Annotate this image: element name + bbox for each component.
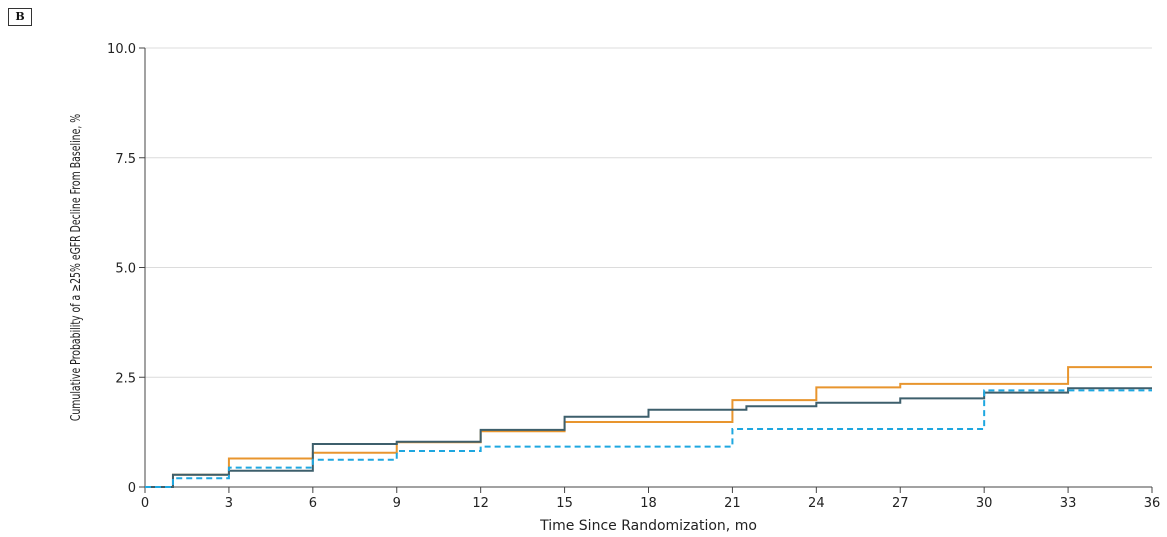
- series-line-2: [145, 387, 1152, 488]
- series-group: [145, 366, 1152, 488]
- x-tick-label: 0: [141, 496, 149, 511]
- x-tick-label: 33: [1060, 496, 1077, 511]
- panel-label: B: [8, 8, 32, 26]
- x-tick-label: 27: [892, 496, 909, 511]
- x-tick-label: 18: [640, 496, 657, 511]
- gridlines: [145, 47, 1152, 378]
- tick-labels: 02.55.07.510.00 3 6 9 12 15 18 21 24 27 30 33 36: [107, 42, 1160, 511]
- x-axis-title: Time Since Randomization, mo: [539, 518, 757, 534]
- x-tick-label: 30: [976, 496, 993, 511]
- x-tick-label: 21: [724, 496, 741, 511]
- series-line-1: [145, 366, 1152, 488]
- x-tick-label: 15: [556, 496, 573, 511]
- x-tick-label: 24: [808, 496, 825, 511]
- axes: [139, 47, 1153, 493]
- y-tick-label: 10.0: [107, 42, 136, 57]
- x-tick-label: 3: [225, 496, 233, 511]
- x-tick-label: 36: [1144, 496, 1161, 511]
- x-tick-label: 9: [393, 496, 401, 511]
- x-tick-label: 12: [472, 496, 489, 511]
- y-axis-title: Cumulative Probability of a ≥25% eGFR De…: [67, 114, 83, 422]
- x-tick-label: 6: [309, 496, 317, 511]
- series-line-3: [145, 389, 1152, 488]
- y-tick-label: 2.5: [115, 371, 136, 386]
- y-tick-label: 7.5: [115, 152, 136, 167]
- y-tick-label: 0: [128, 481, 136, 496]
- y-tick-label: 5.0: [115, 262, 136, 277]
